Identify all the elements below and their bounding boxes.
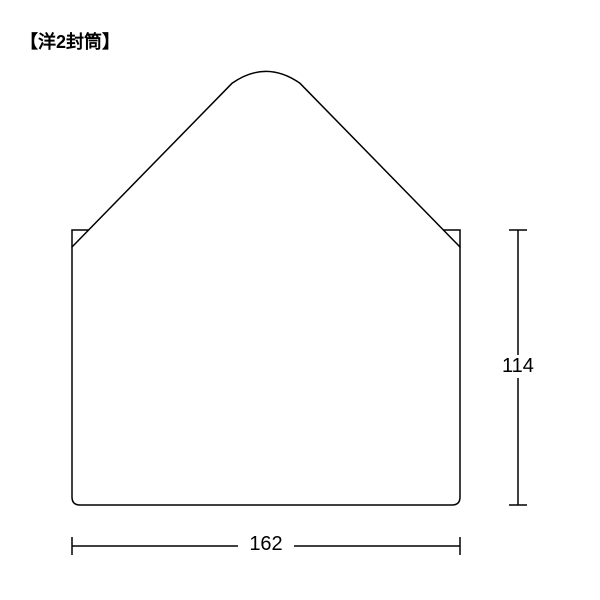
- envelope-shape: [72, 71, 460, 505]
- envelope-body: [72, 230, 460, 505]
- envelope-flap: [72, 71, 460, 247]
- dim-width-label: 162: [238, 533, 294, 556]
- dim-height-label: 114: [494, 355, 542, 378]
- envelope-diagram: [0, 0, 600, 600]
